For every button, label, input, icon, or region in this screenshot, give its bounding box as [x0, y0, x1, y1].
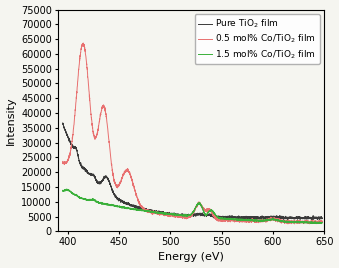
1.5 mol% Co/TiO$_2$ film — [65, 188, 69, 191]
1.5 mol% Co/TiO$_2$ film — [160, 211, 164, 215]
0.5 mol% Co/TiO$_2$ film — [172, 215, 176, 218]
Pure TiO$_2$ film — [90, 173, 94, 176]
1.5 mol% Co/TiO$_2$ film — [320, 221, 324, 224]
Line: Pure TiO$_2$ film: Pure TiO$_2$ film — [63, 123, 322, 220]
1.5 mol% Co/TiO$_2$ film — [61, 189, 65, 192]
1.5 mol% Co/TiO$_2$ film — [315, 221, 319, 224]
Pure TiO$_2$ film — [61, 121, 65, 125]
Line: 0.5 mol% Co/TiO$_2$ film: 0.5 mol% Co/TiO$_2$ film — [63, 43, 322, 224]
Legend: Pure TiO$_2$ film, 0.5 mol% Co/TiO$_2$ film, 1.5 mol% Co/TiO$_2$ film: Pure TiO$_2$ film, 0.5 mol% Co/TiO$_2$ f… — [195, 14, 320, 64]
0.5 mol% Co/TiO$_2$ film — [90, 124, 94, 128]
0.5 mol% Co/TiO$_2$ film — [106, 127, 110, 131]
1.5 mol% Co/TiO$_2$ film — [310, 222, 314, 225]
Pure TiO$_2$ film — [172, 213, 176, 216]
0.5 mol% Co/TiO$_2$ film — [61, 160, 65, 163]
0.5 mol% Co/TiO$_2$ film — [81, 42, 85, 45]
Pure TiO$_2$ film — [316, 218, 320, 221]
Y-axis label: Intensity: Intensity — [5, 96, 16, 145]
0.5 mol% Co/TiO$_2$ film — [320, 219, 324, 223]
1.5 mol% Co/TiO$_2$ film — [172, 212, 176, 215]
1.5 mol% Co/TiO$_2$ film — [287, 220, 291, 223]
1.5 mol% Co/TiO$_2$ film — [90, 198, 94, 201]
Pure TiO$_2$ film — [320, 217, 324, 220]
0.5 mol% Co/TiO$_2$ film — [160, 213, 164, 216]
Pure TiO$_2$ film — [315, 216, 319, 219]
Pure TiO$_2$ film — [287, 216, 291, 219]
0.5 mol% Co/TiO$_2$ film — [287, 220, 291, 224]
0.5 mol% Co/TiO$_2$ film — [293, 222, 297, 225]
Pure TiO$_2$ film — [106, 178, 110, 181]
0.5 mol% Co/TiO$_2$ film — [315, 221, 319, 224]
X-axis label: Energy (eV): Energy (eV) — [158, 252, 224, 262]
Line: 1.5 mol% Co/TiO$_2$ film: 1.5 mol% Co/TiO$_2$ film — [63, 189, 322, 224]
1.5 mol% Co/TiO$_2$ film — [106, 202, 110, 206]
Pure TiO$_2$ film — [160, 212, 164, 215]
